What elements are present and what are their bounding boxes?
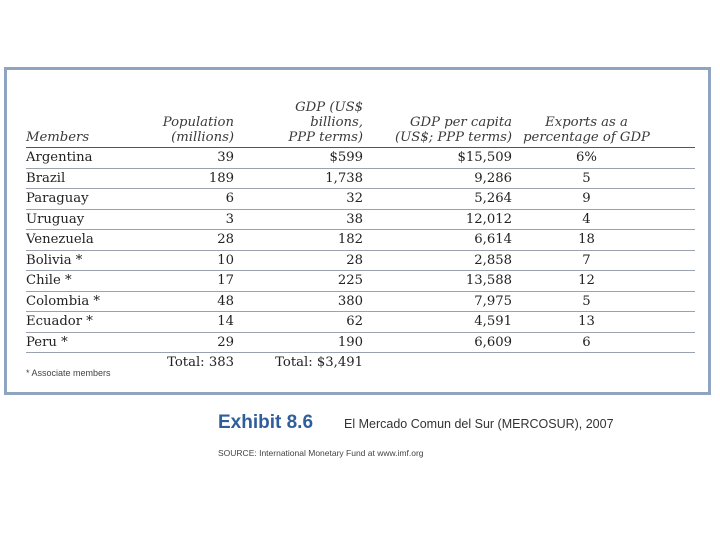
cell-exports: 5 xyxy=(518,291,695,312)
cell-gdp: 1,738 xyxy=(248,168,373,189)
cell-gdp: $599 xyxy=(248,147,373,169)
cell-member: Ecuador * xyxy=(26,311,144,333)
cell-population: 29 xyxy=(144,332,248,353)
cell-member: Argentina xyxy=(26,147,144,169)
cell-gdp-per-capita: 6,609 xyxy=(373,332,518,353)
cell-gdp: 32 xyxy=(248,188,373,210)
table-row: Argentina 39 $599 $15,509 6% xyxy=(26,147,695,169)
cell-population: 39 xyxy=(144,147,248,169)
cell-gdp-per-capita: 5,264 xyxy=(373,188,518,210)
cell-exports: 4 xyxy=(518,209,695,230)
table-row: Bolivia * 10 28 2,858 7 xyxy=(26,250,695,271)
cell-exports: 6% xyxy=(518,147,695,169)
cell-member: Brazil xyxy=(26,168,144,189)
exhibit-frame: Members Population (millions) GDP (US$ bi… xyxy=(4,67,711,395)
table-row: Peru * 29 190 6,609 6 xyxy=(26,332,695,353)
cell-population: 189 xyxy=(144,168,248,189)
total-gdp: Total: $3,491 xyxy=(275,355,363,371)
cell-gdp: 380 xyxy=(248,291,373,312)
source-note: SOURCE: International Monetary Fund at w… xyxy=(218,448,424,458)
header-row: Members Population (millions) GDP (US$ bi… xyxy=(26,100,695,148)
cell-gdp-per-capita: 2,858 xyxy=(373,250,518,271)
cell-member: Peru * xyxy=(26,332,144,353)
cell-gdp-per-capita: 7,975 xyxy=(373,291,518,312)
cell-gdp-per-capita: 6,614 xyxy=(373,229,518,251)
cell-gdp: 182 xyxy=(248,229,373,251)
cell-gdp-per-capita: 13,588 xyxy=(373,270,518,292)
cell-exports: 7 xyxy=(518,250,695,271)
cell-exports: 6 xyxy=(518,332,695,353)
totals-row: Total: 383 Total: $3,491 xyxy=(26,353,695,373)
cell-exports: 12 xyxy=(518,270,695,292)
cell-gdp: 38 xyxy=(248,209,373,230)
cell-gdp: 28 xyxy=(248,250,373,271)
cell-population: 14 xyxy=(144,311,248,333)
table-row: Uruguay 3 38 12,012 4 xyxy=(26,209,695,230)
cell-exports: 13 xyxy=(518,311,695,333)
table-row: Venezuela 28 182 6,614 18 xyxy=(26,229,695,251)
cell-member: Chile * xyxy=(26,270,144,292)
exhibit-label: Exhibit 8.6 xyxy=(218,412,314,433)
cell-exports: 18 xyxy=(518,229,695,251)
cell-member: Venezuela xyxy=(26,229,144,251)
header-population: Population (millions) xyxy=(144,100,248,148)
cell-gdp-per-capita: 4,591 xyxy=(373,311,518,333)
table-row: Brazil 189 1,738 9,286 5 xyxy=(26,168,695,189)
header-exports: Exports as a percentage of GDP xyxy=(518,100,695,148)
cell-gdp-per-capita: $15,509 xyxy=(373,147,518,169)
cell-member: Colombia * xyxy=(26,291,144,312)
header-members: Members xyxy=(26,100,144,148)
cell-population: 10 xyxy=(144,250,248,271)
table-row: Chile * 17 225 13,588 12 xyxy=(26,270,695,292)
cell-gdp: 190 xyxy=(248,332,373,353)
mercosur-table: Members Population (millions) GDP (US$ bi… xyxy=(26,100,695,373)
total-population: Total: 383 xyxy=(167,355,234,371)
cell-population: 17 xyxy=(144,270,248,292)
cell-gdp: 62 xyxy=(248,311,373,333)
cell-population: 48 xyxy=(144,291,248,312)
cell-exports: 9 xyxy=(518,188,695,210)
cell-member: Bolivia * xyxy=(26,250,144,271)
table-row: Ecuador * 14 62 4,591 13 xyxy=(26,311,695,333)
footnote: * Associate members xyxy=(26,368,111,378)
table-row: Paraguay 6 32 5,264 9 xyxy=(26,188,695,210)
cell-member: Paraguay xyxy=(26,188,144,210)
cell-population: 3 xyxy=(144,209,248,230)
caption-text: El Mercado Comun del Sur (MERCOSUR), 200… xyxy=(344,417,614,431)
cell-gdp-per-capita: 9,286 xyxy=(373,168,518,189)
cell-empty xyxy=(518,353,695,373)
cell-gdp: 225 xyxy=(248,270,373,292)
table-row: Colombia * 48 380 7,975 5 xyxy=(26,291,695,312)
cell-empty xyxy=(373,353,518,373)
cell-gdp-per-capita: 12,012 xyxy=(373,209,518,230)
cell-exports: 5 xyxy=(518,168,695,189)
cell-population: 28 xyxy=(144,229,248,251)
cell-member: Uruguay xyxy=(26,209,144,230)
header-gdp: GDP (US$ billions, PPP terms) xyxy=(248,100,373,148)
cell-population: 6 xyxy=(144,188,248,210)
header-gdp-per-capita: GDP per capita (US$; PPP terms) xyxy=(373,100,518,148)
